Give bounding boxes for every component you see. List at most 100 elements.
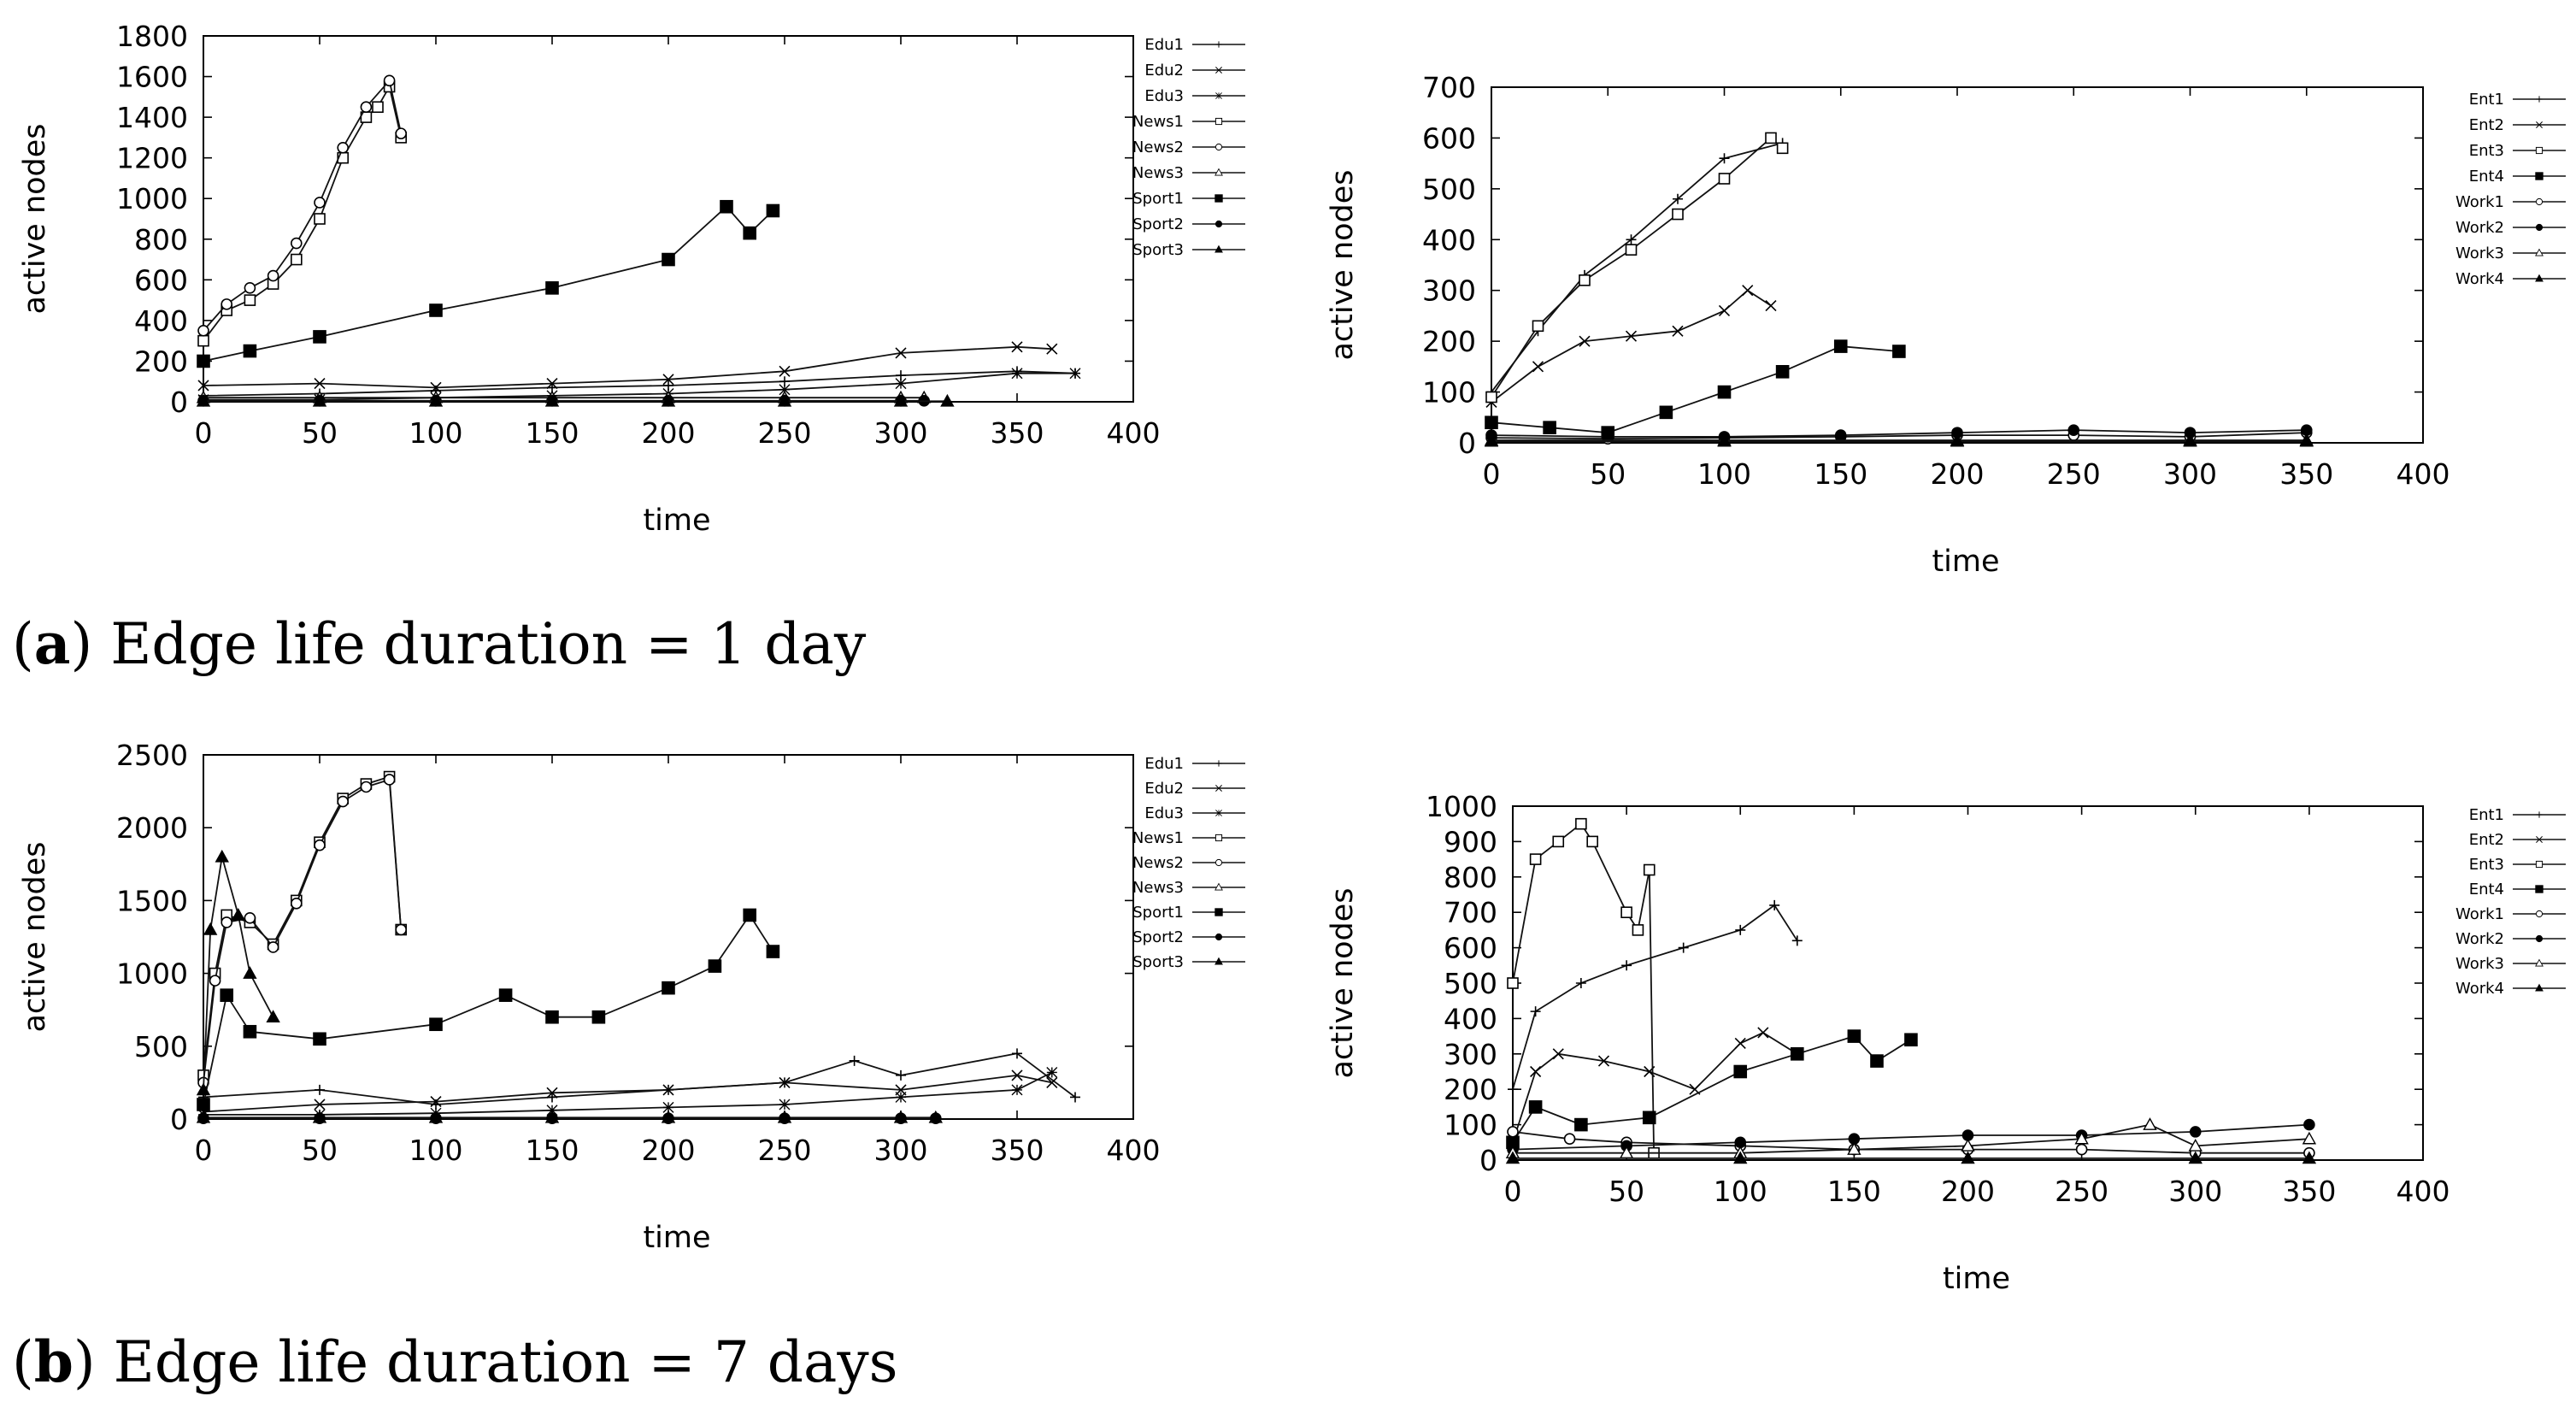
data-point-sport3 [215,849,229,863]
data-point-ent1 [1735,924,1746,935]
data-point-edu3 [1011,1084,1023,1096]
data-point-sport1 [545,281,559,295]
legend-label: Work4 [2455,270,2504,288]
data-point-news2 [360,101,373,114]
data-point-ent4 [1574,1117,1588,1132]
series-line-sport1 [203,205,774,362]
legend-label: Sport1 [1132,190,1184,208]
series-sport2 [197,1112,942,1124]
data-point-news2 [221,298,233,310]
x-axis-label: time [1943,1262,2010,1296]
data-point-ent2 [1672,325,1684,337]
x-tick-label: 250 [2055,1175,2108,1208]
legend-marker-ent3 [2535,860,2544,869]
data-point-ent4 [1892,345,1906,358]
y-tick-label: 200 [134,345,188,378]
data-point-ent3 [1579,274,1591,286]
y-tick-label: 1800 [116,20,188,53]
data-point-edu2 [1046,1076,1058,1088]
data-point-ent2 [1742,285,1754,297]
legend-label: Ent1 [2469,806,2504,824]
data-point-ent3 [1643,863,1656,876]
data-point-sport1 [591,1010,606,1024]
y-tick-label: 800 [134,223,188,256]
x-tick-label: 250 [758,416,812,450]
data-point-sport1 [662,981,675,995]
data-point-sport1 [197,1098,210,1111]
x-axis-label: time [1932,545,1999,579]
data-point-ent2 [1552,1048,1564,1060]
data-point-work4 [1950,433,1965,447]
data-point-ent4 [1659,405,1673,420]
x-tick-label: 200 [1931,457,1985,491]
y-tick-label: 900 [1444,825,1497,858]
y-tick-label: 200 [1444,1073,1497,1106]
data-point-ent4 [1485,415,1498,430]
x-tick-label: 200 [642,1134,696,1167]
y-tick-label: 0 [1458,427,1476,460]
x-tick-label: 50 [302,416,338,450]
series-ent1 [1486,138,1788,398]
series-line-ent4 [1491,345,1899,434]
y-tick-label: 1500 [116,884,188,917]
legend-label: Ent4 [2469,168,2504,186]
y-tick-label: 2500 [116,739,188,772]
legend-marker-ent4 [2535,885,2544,893]
data-point-edu2 [662,1084,674,1096]
legend-marker-sport2 [1214,933,1223,941]
series-line-news1 [203,775,403,1076]
y-tick-label: 1000 [116,957,188,991]
series-line-ent3 [1491,137,1784,398]
data-point-edu3 [779,384,791,396]
series-line-news1 [203,85,403,342]
series-line-ent1 [1491,142,1783,393]
caption-b: (b) Edge life duration = 7 days [12,1328,898,1395]
y-tick-label: 600 [1422,121,1476,155]
data-point-work3 [2143,1117,2157,1130]
data-point-sport1 [429,1017,443,1032]
series-edu1 [198,1048,1080,1110]
x-tick-label: 300 [2163,457,2217,491]
y-tick-label: 1000 [1426,790,1497,823]
data-point-ent4 [1847,1029,1861,1043]
data-point-ent1 [1530,1006,1541,1017]
y-tick-label: 0 [170,386,188,419]
data-point-sport3 [777,393,792,407]
legend-marker-news3 [1214,882,1223,891]
data-point-work3 [2074,1131,2089,1145]
data-point-edu3 [546,1105,558,1116]
x-tick-label: 100 [1714,1175,1767,1208]
data-point-edu3 [895,378,907,390]
series-line-work2 [1512,1123,2309,1151]
data-point-ent3 [1632,924,1644,936]
data-point-news2 [383,74,396,87]
data-point-news2 [360,781,373,793]
series-edu2 [197,341,1058,393]
data-point-ent3 [1625,244,1638,256]
legend-label: Ent3 [2469,142,2504,160]
legend-marker-work3 [2535,248,2544,256]
data-point-edu3 [779,1099,791,1110]
data-point-ent3 [1507,977,1519,989]
data-point-news2 [244,282,256,294]
x-tick-label: 200 [642,416,696,450]
series-line-ent1 [1512,904,1798,1090]
data-point-ent1 [1673,193,1683,204]
x-tick-label: 50 [1590,457,1626,491]
x-tick-label: 150 [1827,1175,1881,1208]
series-ent4 [1506,1029,1918,1150]
y-tick-label: 300 [1444,1038,1497,1071]
x-tick-label: 400 [1107,1134,1161,1167]
legend-label: Work2 [2455,930,2504,948]
data-point-work1 [1563,1133,1576,1145]
legend-label: Work2 [2455,219,2504,237]
data-point-ent1 [1791,935,1803,946]
data-point-edu2 [1011,1069,1023,1081]
data-point-sport1 [220,988,234,1002]
x-tick-label: 250 [2047,457,2101,491]
legend-marker-edu2 [1215,67,1222,74]
data-point-work4 [2299,433,2314,447]
data-point-sport2 [430,1112,442,1124]
legend-marker-news1 [1214,117,1223,126]
data-point-ent2 [1579,335,1591,347]
